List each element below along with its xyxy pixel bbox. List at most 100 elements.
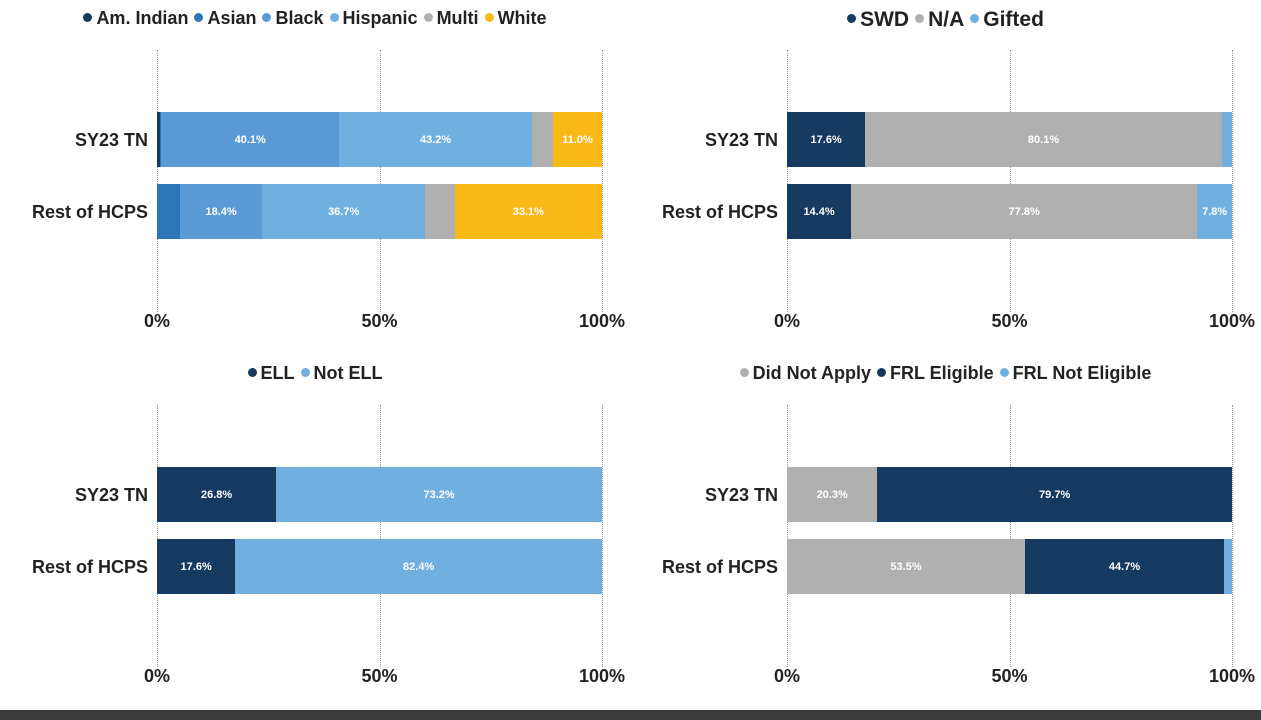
legend-swatch — [876, 367, 886, 377]
x-gridline — [787, 405, 788, 667]
data-label: 80.1% — [1027, 133, 1060, 146]
bar-segment-not-ell: 73.2% — [276, 467, 602, 522]
category-label: SY23 TN — [74, 130, 148, 150]
legend-swatch — [329, 12, 339, 22]
legend-swatch — [999, 367, 1009, 377]
x-tick-label: 50% — [361, 311, 398, 331]
data-label: 73.2% — [423, 488, 455, 501]
legend-item-not-ell: Not ELL — [300, 363, 383, 384]
x-tick-label: 50% — [991, 666, 1028, 686]
legend-swatch — [970, 13, 980, 23]
bar-segment-black: 40.1% — [161, 112, 340, 167]
chart-legend: ELL Not ELL — [0, 363, 630, 384]
bar-segment-black: 18.4% — [180, 184, 262, 239]
legend-item-ell: ELL — [247, 363, 295, 384]
bar-segment-asian — [160, 112, 162, 167]
bar-segment-not-ell: 82.4% — [235, 539, 602, 594]
legend-swatch — [915, 13, 925, 23]
category-label: SY23 TN — [704, 485, 778, 505]
data-label: 44.7% — [1108, 560, 1141, 573]
legend-swatch — [247, 367, 257, 377]
legend-swatch — [194, 12, 204, 22]
bar-row-rest-of-hcps: Rest of HCPS 14.4% 77.8% 7.8% — [662, 184, 1232, 239]
legend-label: Multi — [436, 8, 479, 28]
plot-area: SY23 TN 20.3% 79.7% Rest of HCPS 53.5% 44.7% — [662, 405, 1233, 667]
legend-swatch — [300, 367, 310, 377]
chart-panel-2: SWD N/A Gifted SY23 TN 17.6% 80.1% Rest of HCP… — [630, 8, 1261, 348]
legend-label: FRL Not Eligible — [1012, 363, 1152, 383]
plot-area: SY23 TN 40.1% 43.2% 11.0% Rest of HCPS 18.4% 3… — [32, 50, 603, 312]
x-tick-label: 0% — [773, 666, 801, 686]
data-label: 7.8% — [1202, 205, 1228, 218]
bar-segment-asian — [157, 184, 181, 239]
bar-segment-frl-not-eligible — [1223, 539, 1232, 594]
data-label: 40.1% — [234, 133, 266, 146]
chart-panel-3: ELL Not ELL SY23 TN 26.8% 73.2% Rest of HCPS 1… — [0, 363, 630, 703]
bar-segment-ell: 26.8% — [157, 467, 277, 522]
bar-segment-white: 33.1% — [454, 184, 602, 239]
legend-label: Not ELL — [313, 363, 383, 383]
bar-segment-am-indian — [157, 112, 161, 167]
chart-legend: Am. Indian Asian Black Hispanic Multi White — [0, 8, 630, 29]
legend-swatch — [83, 12, 93, 22]
legend-label: N/A — [928, 8, 965, 31]
bar-segment-hispanic: 36.7% — [262, 184, 426, 239]
chart-panel-4: Did Not Apply FRL Eligible FRL Not Eligibl… — [630, 363, 1261, 703]
data-label: 11.0% — [562, 133, 593, 146]
legend-swatch — [262, 12, 272, 22]
bar-segment-multi — [531, 112, 554, 167]
category-label: Rest of HCPS — [661, 202, 778, 222]
legend-item-am-indian: Am. Indian — [83, 8, 188, 29]
data-label: 43.2% — [419, 133, 452, 146]
legend-item-did-not-apply: Did Not Apply — [739, 363, 871, 384]
bar-segment-ell: 17.6% — [157, 539, 236, 594]
legend-label: Hispanic — [342, 8, 418, 28]
legend-item-gifted: Gifted — [970, 8, 1044, 32]
data-label: 14.4% — [803, 205, 835, 218]
chart-panel-1: Am. Indian Asian Black Hispanic Multi White SY… — [0, 8, 630, 348]
data-label: 53.5% — [890, 560, 922, 573]
data-label: 18.4% — [205, 205, 237, 218]
bar-row-rest-of-hcps: Rest of HCPS 18.4% 36.7% 33.1% — [32, 184, 602, 239]
bar-segment-hispanic: 43.2% — [339, 112, 532, 167]
x-gridline — [602, 405, 603, 667]
bar-row-rest-of-hcps: Rest of HCPS 17.6% 82.4% — [32, 539, 602, 594]
x-tick-label: 0% — [143, 311, 171, 331]
data-label: 17.6% — [180, 560, 212, 573]
legend-label: Am. Indian — [96, 8, 189, 28]
x-gridline — [157, 50, 158, 312]
x-gridline — [1009, 405, 1011, 667]
plot-area: SY23 TN 26.8% 73.2% Rest of HCPS 17.6% 82.4% — [32, 405, 603, 667]
data-label: 79.7% — [1039, 488, 1071, 501]
x-tick-label: 50% — [991, 311, 1028, 331]
legend-item-multi: Multi — [423, 8, 479, 29]
category-label: Rest of HCPS — [31, 557, 148, 577]
legend-label: FRL Eligible — [889, 363, 994, 383]
bar-row-sy23-tn: SY23 TN 17.6% 80.1% — [705, 112, 1232, 167]
data-label: 36.7% — [328, 205, 360, 218]
bar-segment-swd: 17.6% — [787, 112, 866, 167]
legend-item-frl-not-eligible: FRL Not Eligible — [999, 363, 1152, 384]
bar-row-rest-of-hcps: Rest of HCPS 53.5% 44.7% — [662, 539, 1232, 594]
x-gridline — [379, 50, 381, 312]
x-gridline — [787, 50, 788, 312]
data-label: 82.4% — [403, 560, 435, 573]
legend-item-frl-eligible: FRL Eligible — [876, 363, 994, 384]
x-gridline — [1232, 405, 1233, 667]
data-label: 33.1% — [512, 205, 544, 218]
chart-legend: Did Not Apply FRL Eligible FRL Not Eligibl… — [630, 363, 1261, 384]
bar-row-sy23-tn: SY23 TN 26.8% 73.2% — [75, 467, 602, 522]
legend-item-hispanic: Hispanic — [329, 8, 418, 29]
category-label: Rest of HCPS — [31, 202, 148, 222]
legend-item-black: Black — [262, 8, 324, 29]
plot-area: SY23 TN 17.6% 80.1% Rest of HCPS 14.4% 77.8% 7… — [662, 50, 1233, 312]
x-tick-label: 100% — [578, 311, 626, 331]
legend-swatch — [847, 13, 857, 23]
category-label: SY23 TN — [74, 485, 148, 505]
chart-legend: SWD N/A Gifted — [630, 8, 1261, 32]
legend-swatch — [484, 12, 494, 22]
bar-segment-frl-eligible: 44.7% — [1025, 539, 1224, 594]
x-gridline — [157, 405, 158, 667]
legend-swatch — [423, 12, 433, 22]
bar-segment-gifted: 7.8% — [1197, 184, 1232, 239]
